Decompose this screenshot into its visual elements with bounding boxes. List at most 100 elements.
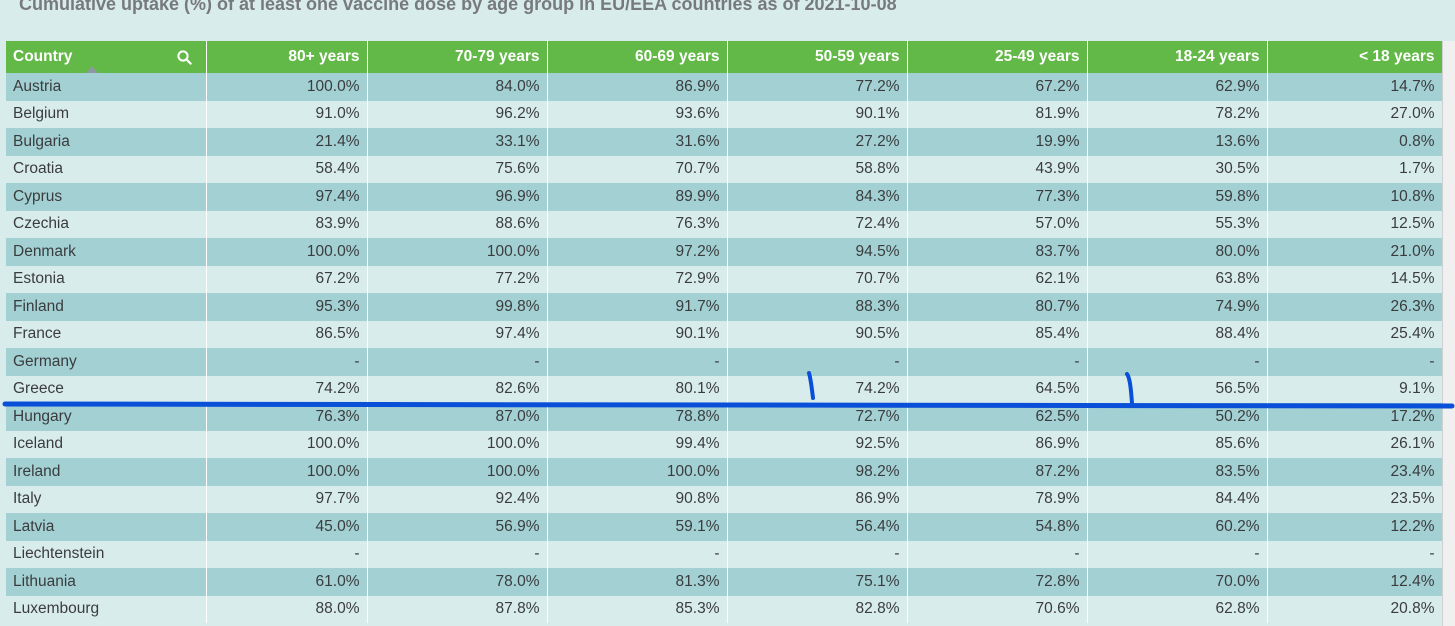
column-header-50-59[interactable]: 50-59 years (727, 41, 908, 73)
table-row: Austria 100.0% 84.0% 86.9% 77.2% 67.2% 62.9% 14… (6, 73, 1442, 101)
value-cell: 23.5% (1267, 485, 1442, 513)
column-header-label: Country (13, 48, 73, 65)
value-cell: 80.7% (907, 293, 1088, 321)
value-cell: 59.1% (547, 513, 728, 541)
table-row: France 86.5% 97.4% 90.1% 90.5% 85.4% 88.4% 25.4… (6, 320, 1442, 348)
value-cell: 100.0% (206, 73, 368, 101)
value-cell: 62.5% (907, 403, 1088, 431)
value-cell: - (1267, 348, 1442, 376)
value-cell: 99.4% (547, 430, 728, 458)
country-cell: Lithuania (6, 568, 207, 596)
value-cell: 72.8% (907, 568, 1088, 596)
value-cell: 82.6% (367, 375, 548, 403)
value-cell: 96.2% (367, 100, 548, 128)
value-cell: 89.9% (547, 183, 728, 211)
value-cell: 74.2% (206, 375, 368, 403)
value-cell: 70.7% (547, 155, 728, 183)
sort-ascending-icon[interactable] (86, 66, 98, 73)
value-cell: 27.0% (1267, 100, 1442, 128)
value-cell: 80.0% (1087, 238, 1268, 266)
value-cell: 78.2% (1087, 100, 1268, 128)
value-cell: 86.9% (907, 430, 1088, 458)
value-cell: 86.9% (547, 73, 728, 101)
value-cell: 85.4% (907, 320, 1088, 348)
column-header-25-49[interactable]: 25-49 years (907, 41, 1088, 73)
value-cell: - (727, 348, 908, 376)
value-cell: 97.2% (547, 238, 728, 266)
country-cell: Liechtenstein (6, 540, 207, 568)
value-cell: 87.8% (367, 595, 548, 623)
header-row: Country 80+ years 70-79 years 60-69 year… (6, 41, 1442, 73)
value-cell: 81.3% (547, 568, 728, 596)
value-cell: 45.0% (206, 513, 368, 541)
value-cell: 78.0% (367, 568, 548, 596)
country-cell: Germany (6, 348, 207, 376)
value-cell: 87.0% (367, 403, 548, 431)
value-cell: 1.7% (1267, 155, 1442, 183)
table-row: Latvia 45.0% 56.9% 59.1% 56.4% 54.8% 60.2% 12.2… (6, 513, 1442, 541)
table-row: Luxembourg 88.0% 87.8% 85.3% 82.8% 70.6% 62.8%… (6, 595, 1442, 623)
search-icon[interactable] (176, 50, 192, 65)
table-row: Greece 74.2% 82.6% 80.1% 74.2% 64.5% 56.5% 9.1% (6, 375, 1442, 403)
value-cell: 90.8% (547, 485, 728, 513)
data-table-container[interactable]: Country 80+ years 70-79 years 60-69 year… (6, 41, 1442, 626)
value-cell: 88.6% (367, 210, 548, 238)
value-cell: 43.9% (907, 155, 1088, 183)
column-header-under-18[interactable]: < 18 years (1267, 41, 1442, 73)
value-cell: - (1267, 540, 1442, 568)
value-cell: - (727, 540, 908, 568)
value-cell: 63.8% (1087, 265, 1268, 293)
value-cell: 74.9% (1087, 293, 1268, 321)
country-cell: Estonia (6, 265, 207, 293)
country-cell: Italy (6, 485, 207, 513)
value-cell: 72.4% (727, 210, 908, 238)
horizontal-scrollbar[interactable] (1442, 41, 1455, 626)
value-cell: 97.7% (206, 485, 368, 513)
value-cell: 92.4% (367, 485, 548, 513)
value-cell: 100.0% (367, 238, 548, 266)
value-cell: 60.2% (1087, 513, 1268, 541)
value-cell: 84.0% (367, 73, 548, 101)
value-cell: 58.4% (206, 155, 368, 183)
value-cell: 75.6% (367, 155, 548, 183)
value-cell: 99.8% (367, 293, 548, 321)
table-row: Germany - - - - - - - (6, 348, 1442, 376)
value-cell: 33.1% (367, 128, 548, 156)
value-cell: 56.9% (367, 513, 548, 541)
value-cell: 54.8% (907, 513, 1088, 541)
value-cell: 58.8% (727, 155, 908, 183)
value-cell: 62.1% (907, 265, 1088, 293)
value-cell: 55.3% (1087, 210, 1268, 238)
value-cell: 94.5% (727, 238, 908, 266)
value-cell: 93.6% (547, 100, 728, 128)
table-row: Estonia 67.2% 77.2% 72.9% 70.7% 62.1% 63.8% 14.… (6, 265, 1442, 293)
value-cell: 12.2% (1267, 513, 1442, 541)
value-cell: 26.3% (1267, 293, 1442, 321)
value-cell: 100.0% (367, 430, 548, 458)
column-header-60-69[interactable]: 60-69 years (547, 41, 728, 73)
column-header-80-plus[interactable]: 80+ years (206, 41, 368, 73)
value-cell: 19.9% (907, 128, 1088, 156)
country-cell: Belgium (6, 100, 207, 128)
column-header-18-24[interactable]: 18-24 years (1087, 41, 1268, 73)
value-cell: 100.0% (367, 458, 548, 486)
table-row: Belgium 91.0% 96.2% 93.6% 90.1% 81.9% 78.2% 27.… (6, 100, 1442, 128)
value-cell: 90.1% (727, 100, 908, 128)
value-cell: 74.2% (727, 375, 908, 403)
column-header-country[interactable]: Country (6, 41, 207, 73)
data-table: Country 80+ years 70-79 years 60-69 year… (6, 41, 1442, 623)
column-header-70-79[interactable]: 70-79 years (367, 41, 548, 73)
value-cell: 14.7% (1267, 73, 1442, 101)
table-row: Finland 95.3% 99.8% 91.7% 88.3% 80.7% 74.9% 26.… (6, 293, 1442, 321)
table-row: Lithuania 61.0% 78.0% 81.3% 75.1% 72.8% 70.0% 1… (6, 568, 1442, 596)
country-cell: Cyprus (6, 183, 207, 211)
value-cell: 82.8% (727, 595, 908, 623)
value-cell: 56.4% (727, 513, 908, 541)
country-cell: Luxembourg (6, 595, 207, 623)
value-cell: 57.0% (907, 210, 1088, 238)
value-cell: 70.6% (907, 595, 1088, 623)
country-cell: Croatia (6, 155, 207, 183)
value-cell: - (367, 348, 548, 376)
value-cell: - (367, 540, 548, 568)
value-cell: 88.3% (727, 293, 908, 321)
